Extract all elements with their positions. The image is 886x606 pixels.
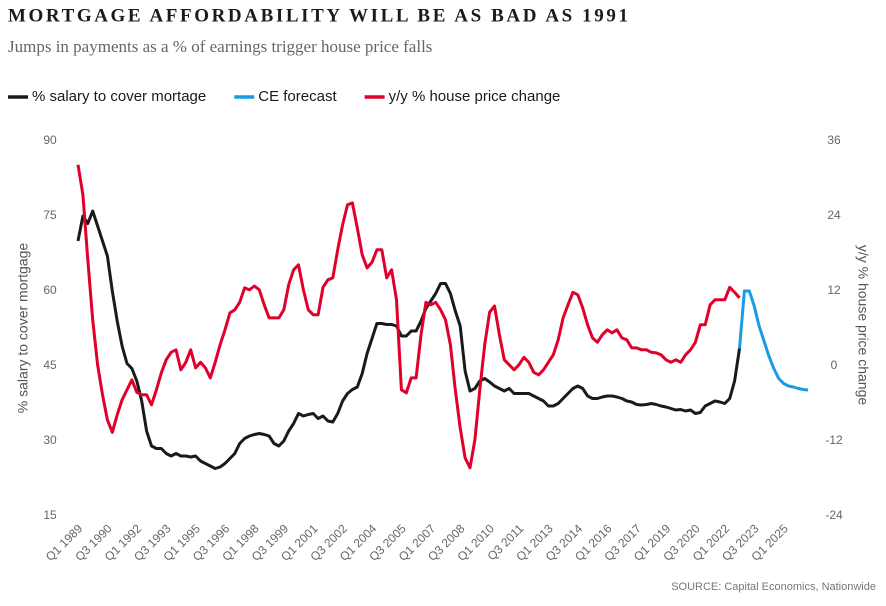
- legend: % salary to cover mortage CE forecast y/y …: [8, 88, 560, 105]
- y2-tick-label: 12: [827, 283, 841, 297]
- legend-label: % salary to cover mortage: [32, 88, 206, 105]
- y2-tick-label: -24: [825, 508, 843, 522]
- source-note: SOURCE: Capital Economics, Nationwide: [671, 581, 876, 593]
- y2-tick-label: 0: [831, 358, 838, 372]
- series-line: [76, 209, 741, 470]
- y-tick-label: 75: [43, 208, 57, 222]
- y2-tick-label: 36: [827, 133, 841, 147]
- y-tick-label: 45: [43, 358, 57, 372]
- chart-title: MORTGAGE AFFORDABILITY WILL BE AS BAD AS…: [8, 5, 631, 26]
- series-line: [738, 289, 809, 392]
- series-line: [76, 164, 741, 470]
- y-tick-label: 90: [43, 133, 57, 147]
- y-tick-label: 60: [43, 283, 57, 297]
- y-tick-label: 15: [43, 508, 57, 522]
- chart-subtitle: Jumps in payments as a % of earnings tri…: [8, 37, 432, 56]
- y2-tick-label: 24: [827, 208, 841, 222]
- y-tick-label: 30: [43, 433, 57, 447]
- y2-axis-title: y/y % house price change: [855, 245, 871, 406]
- y-axis-title: % salary to cover mortgage: [15, 243, 31, 414]
- legend-label: y/y % house price change: [389, 88, 561, 105]
- y2-tick-label: -12: [825, 433, 843, 447]
- legend-label: CE forecast: [258, 88, 337, 105]
